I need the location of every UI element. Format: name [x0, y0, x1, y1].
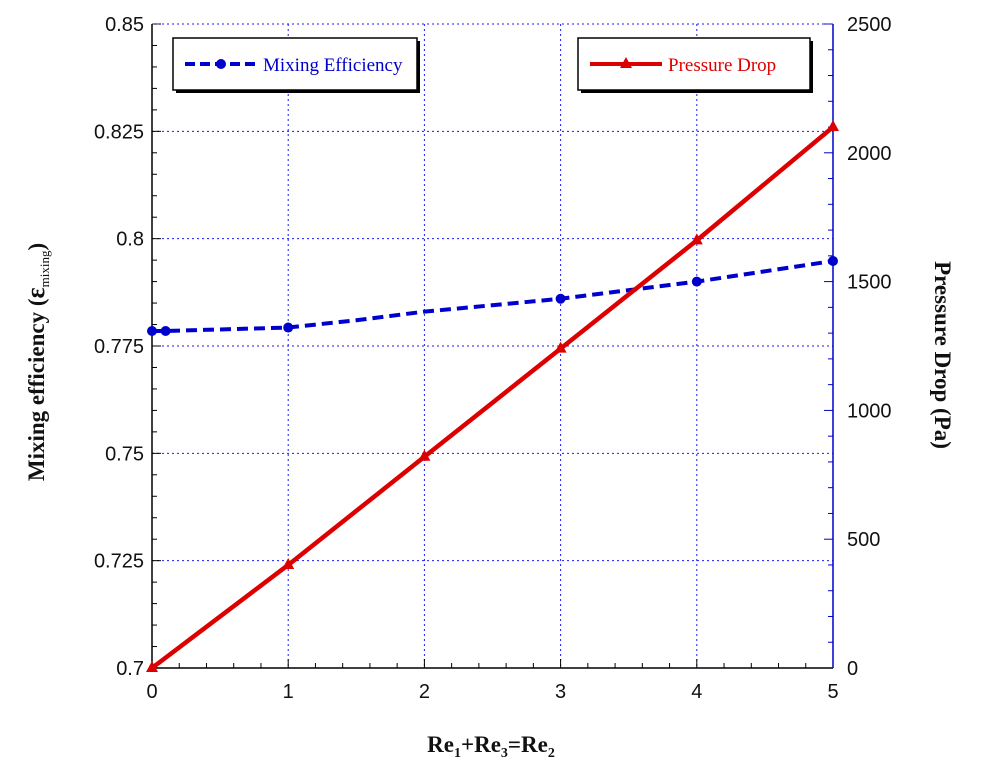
data-point-marker [827, 120, 839, 132]
y-left-tick-label: 0.825 [94, 121, 144, 143]
legend-marker [216, 59, 226, 69]
data-point-marker [554, 341, 567, 353]
y-right-tick-label: 2500 [847, 14, 892, 36]
y-right-tick-label: 500 [847, 529, 880, 551]
grid-lines [152, 24, 833, 668]
series-line-pressure-drop [150, 125, 835, 670]
y-right-tick-label: 1000 [847, 400, 892, 422]
y-axis-right-title: Pressure Drop (Pa) [930, 261, 955, 449]
x-tick-label: 3 [555, 681, 566, 703]
y-left-tick-label: 0.775 [94, 336, 144, 358]
data-point-marker [555, 293, 566, 304]
y-right-tick-label: 0 [847, 658, 858, 680]
x-axis-title: Re1+Re3=Re2 [427, 732, 555, 761]
x-tick-label: 1 [283, 681, 294, 703]
legend-label: Pressure Drop [668, 55, 776, 76]
y-axis-left-title: Mixing efficiency (εmixing) [21, 243, 52, 481]
legend-box [172, 37, 418, 91]
legend-mixing-efficiency: Mixing Efficiency [172, 37, 420, 93]
y-left-tick-label: 0.75 [105, 443, 144, 465]
data-point-marker [828, 255, 838, 266]
series-layer [146, 120, 839, 672]
legend-marker [620, 57, 632, 68]
data-point-marker [283, 322, 294, 333]
data-point-marker [690, 233, 703, 245]
y-right-tick-label: 1500 [847, 272, 892, 294]
data-point-marker [147, 325, 157, 336]
x-tick-label: 2 [419, 681, 430, 703]
y-left-tick-label: 0.85 [105, 14, 144, 36]
data-point-marker [691, 276, 702, 287]
series-line-mixing-efficiency [152, 259, 834, 333]
x-tick-label: 5 [827, 681, 838, 703]
data-point-marker [146, 661, 158, 672]
legends: Mixing Efficiency Pressure Drop [172, 37, 813, 93]
x-tick-label: 0 [146, 681, 157, 703]
y-left-tick-label: 0.8 [116, 229, 144, 251]
y-right-tick-label: 2000 [847, 143, 892, 165]
tick-labels: 0 1 2 3 4 5 0.7 0.725 0.75 0.775 0.8 0.825 0.85 0 500 1… [94, 14, 892, 703]
data-point-marker [282, 557, 295, 569]
data-point-marker [418, 449, 431, 461]
legend-pressure-drop: Pressure Drop [577, 37, 813, 93]
x-tick-label: 4 [691, 681, 702, 703]
y-left-tick-label: 0.7 [116, 658, 144, 680]
axes [151, 23, 834, 669]
data-point-marker [160, 325, 171, 336]
legend-label: Mixing Efficiency [263, 55, 403, 76]
y-left-tick-label: 0.725 [94, 551, 144, 573]
